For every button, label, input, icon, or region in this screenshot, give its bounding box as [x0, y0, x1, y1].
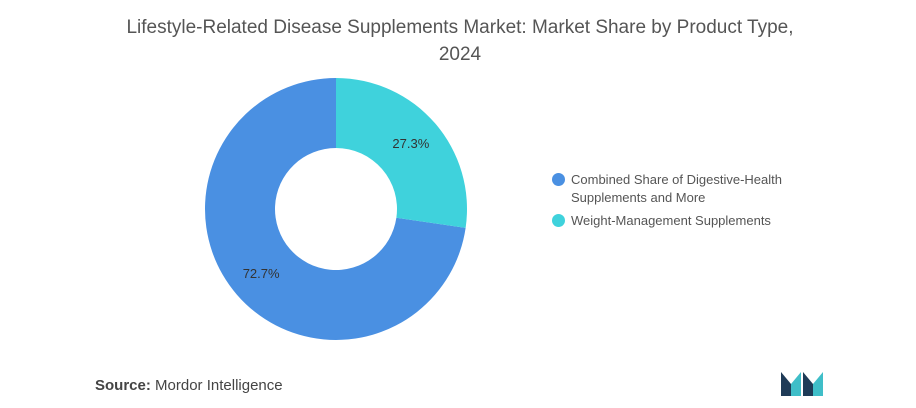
legend-label-digestive-health: Combined Share of Digestive-Health Suppl…	[571, 172, 782, 205]
source-label: Source:	[95, 377, 151, 394]
legend-item-digestive-health: Combined Share of Digestive-Health Suppl…	[552, 171, 842, 207]
legend-swatch-digestive-health	[552, 173, 565, 186]
donut-slice-weight-management	[336, 78, 467, 228]
donut-slice-digestive-health	[204, 78, 466, 340]
source-value: Mordor Intelligence	[155, 377, 283, 394]
data-label-digestive-health: 72.7%	[243, 266, 280, 281]
source-note: Source: Mordor Intelligence	[95, 377, 283, 394]
mordor-intelligence-logo-icon	[781, 372, 823, 396]
chart-title: Lifestyle-Related Disease Supplements Ma…	[126, 17, 794, 65]
chart-legend: Combined Share of Digestive-Health Suppl…	[552, 171, 842, 235]
legend-item-weight-management: Weight-Management Supplements	[552, 212, 842, 230]
legend-label-weight-management: Weight-Management Supplements	[571, 213, 771, 228]
legend-swatch-weight-management	[552, 214, 565, 227]
data-label-weight-management: 27.3%	[392, 136, 429, 151]
